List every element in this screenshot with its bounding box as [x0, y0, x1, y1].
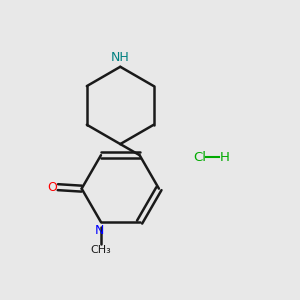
Text: Cl: Cl [193, 151, 206, 164]
Text: N: N [95, 224, 104, 237]
Text: CH₃: CH₃ [91, 245, 111, 255]
Text: NH: NH [111, 51, 130, 64]
Text: O: O [48, 181, 57, 194]
Text: H: H [220, 151, 230, 164]
